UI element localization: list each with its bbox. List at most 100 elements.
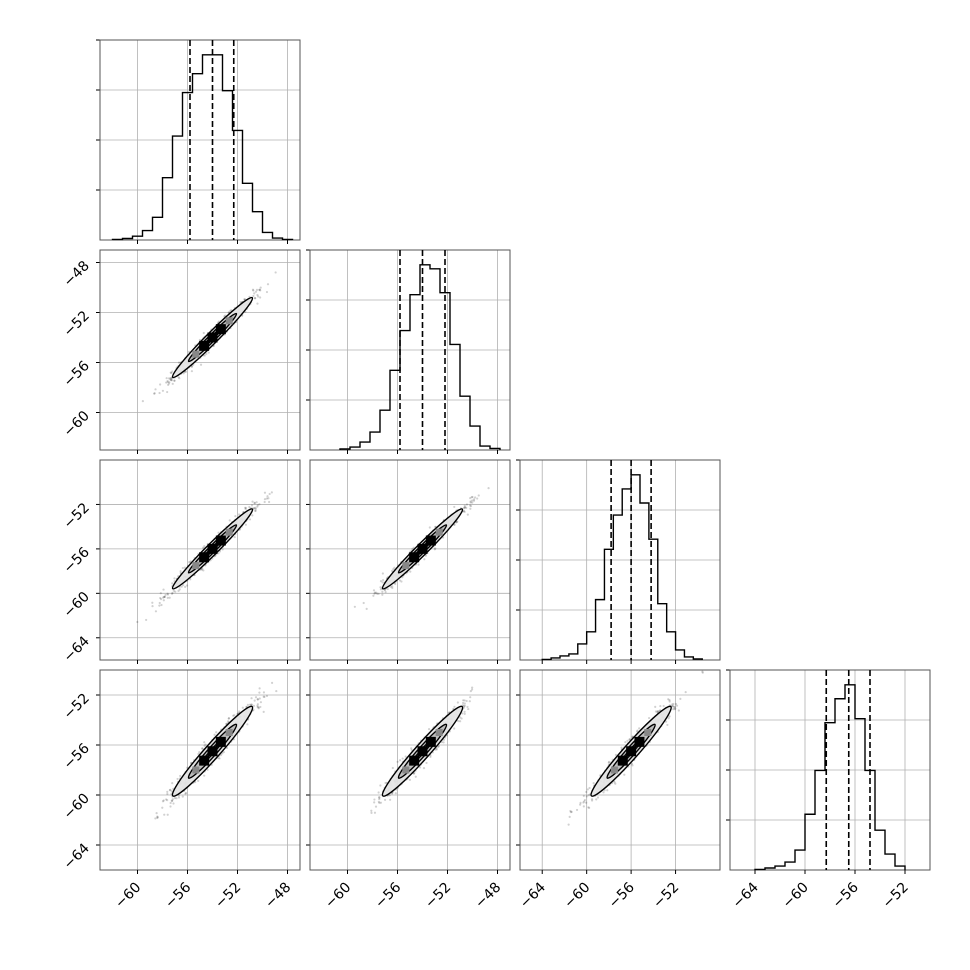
- sample-point: [178, 377, 181, 380]
- sample-point: [487, 487, 490, 490]
- sample-point: [250, 703, 253, 706]
- sample-point: [233, 714, 236, 717]
- sample-point: [251, 514, 254, 517]
- sample-point: [372, 589, 376, 592]
- panel-frame: [519, 459, 721, 661]
- sample-point: [381, 572, 384, 575]
- sample-point: [175, 797, 178, 800]
- density-block: [207, 543, 218, 554]
- sample-point: [250, 703, 253, 706]
- panel-frame: [99, 669, 301, 871]
- sample-point: [162, 799, 165, 802]
- sample-point: [424, 554, 427, 557]
- sample-point: [391, 766, 394, 770]
- sample-point: [389, 585, 392, 588]
- sample-point: [262, 691, 266, 694]
- sample-point: [258, 288, 261, 291]
- panel-frame: [309, 459, 511, 661]
- sample-point: [401, 757, 404, 760]
- sample-point: [170, 379, 173, 382]
- density-block: [402, 562, 410, 570]
- sample-point: [256, 293, 259, 297]
- sample-point: [256, 704, 259, 707]
- sample-point: [179, 570, 182, 573]
- sample-point: [168, 381, 171, 384]
- sample-point: [468, 700, 471, 703]
- hist-panel-2: [516, 459, 721, 664]
- sample-point: [471, 501, 474, 504]
- sample-point: [256, 698, 259, 701]
- sample-point: [409, 570, 412, 573]
- sample-point: [201, 747, 204, 750]
- sample-point: [258, 503, 261, 506]
- sample-point: [159, 596, 162, 600]
- sample-point: [256, 705, 259, 709]
- sample-point: [373, 592, 376, 595]
- sample-point: [267, 500, 271, 504]
- sample-point: [182, 583, 185, 587]
- sample-point: [463, 704, 466, 707]
- sample-point: [154, 388, 157, 391]
- sample-point: [184, 792, 187, 795]
- sample-point: [190, 365, 193, 369]
- sample-point: [254, 290, 258, 293]
- sample-point: [437, 745, 440, 748]
- sample-point: [167, 377, 171, 380]
- sample-point: [259, 286, 262, 289]
- sample-point: [237, 513, 241, 516]
- sample-point: [241, 706, 244, 709]
- panel-frame: [729, 669, 931, 871]
- sample-point: [177, 796, 181, 799]
- sample-point: [254, 506, 257, 509]
- sample-point: [477, 494, 480, 497]
- sample-point: [145, 618, 148, 622]
- scatter-panel-r2-c0: [96, 459, 301, 664]
- sample-point: [169, 788, 172, 791]
- sample-point: [410, 748, 413, 752]
- sample-point: [232, 714, 235, 717]
- sample-point: [203, 744, 206, 747]
- sample-point: [437, 745, 440, 749]
- sample-point: [388, 794, 391, 797]
- sample-point: [462, 699, 465, 702]
- sample-point: [252, 289, 255, 292]
- sample-point: [263, 500, 266, 504]
- panel-frame: [99, 39, 301, 241]
- sample-point: [185, 584, 189, 587]
- sample-point: [377, 592, 380, 595]
- sample-point: [221, 548, 224, 551]
- sample-point: [164, 593, 167, 597]
- sample-point: [228, 519, 231, 522]
- sample-point: [471, 495, 474, 499]
- sample-point: [167, 383, 170, 387]
- sample-point: [203, 774, 206, 777]
- sample-point: [297, 662, 299, 664]
- sample-point: [453, 705, 456, 708]
- sample-point: [466, 705, 469, 709]
- sample-point: [417, 563, 420, 566]
- sample-point: [675, 704, 679, 707]
- density-block: [425, 535, 436, 546]
- sample-point: [213, 733, 216, 736]
- sample-point: [469, 500, 472, 503]
- sample-point: [410, 747, 413, 750]
- sample-point: [170, 790, 173, 793]
- sample-point: [370, 811, 373, 814]
- sample-point: [379, 588, 382, 591]
- sample-point: [582, 801, 585, 804]
- panel-content: [353, 487, 490, 610]
- sample-point: [205, 352, 208, 356]
- sample-point: [151, 601, 154, 604]
- sample-point: [391, 586, 394, 590]
- sample-point: [256, 698, 259, 701]
- density-block: [215, 535, 226, 546]
- sample-point: [197, 779, 200, 782]
- sample-point: [469, 696, 472, 699]
- sample-point: [474, 496, 477, 499]
- sample-point: [463, 702, 466, 705]
- sample-point: [174, 590, 177, 593]
- sample-point: [376, 592, 379, 595]
- density-block: [207, 746, 218, 757]
- sample-point: [404, 755, 407, 758]
- sample-point: [177, 376, 180, 379]
